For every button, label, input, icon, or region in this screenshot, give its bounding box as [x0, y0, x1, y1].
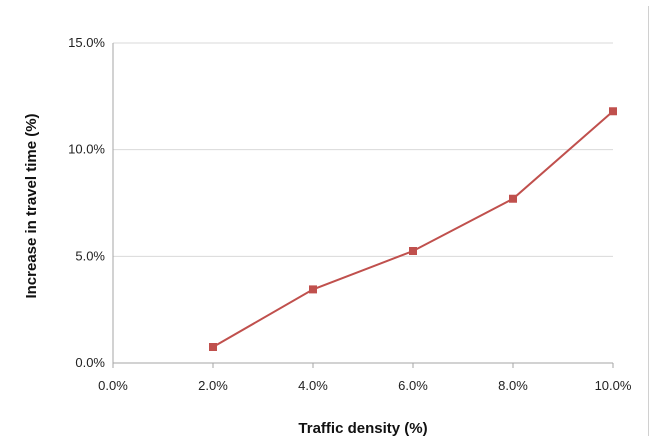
- data-point-marker: [509, 194, 517, 203]
- x-tick-label: 2.0%: [198, 378, 228, 393]
- x-tick-label: 10.0%: [595, 378, 632, 393]
- x-tick-label: 0.0%: [98, 378, 128, 393]
- x-tick-label: 8.0%: [498, 378, 528, 393]
- y-tick-label: 5.0%: [75, 248, 105, 263]
- data-point-marker: [209, 343, 217, 351]
- chart-border-right: [648, 6, 649, 436]
- data-point-marker: [409, 247, 417, 255]
- series: [209, 107, 617, 351]
- y-tick-label: 10.0%: [68, 142, 105, 157]
- x-axis-title: Traffic density (%): [298, 420, 427, 437]
- x-tick-label: 4.0%: [298, 378, 328, 393]
- gridlines: [113, 42, 613, 257]
- x-tick-label: 6.0%: [398, 378, 428, 393]
- data-point-marker: [309, 285, 317, 294]
- series-line: [212, 110, 614, 348]
- y-axis-title: Increase in travel time (%): [23, 113, 40, 298]
- data-point-marker: [609, 107, 617, 116]
- y-tick-label: 15.0%: [68, 35, 105, 50]
- tick-labels: 0.0% 5.0% 10.0% 15.0% 0.0% 2.0% 4.0% 6.0% 8.0% 10…: [68, 35, 632, 393]
- y-tick-label: 0.0%: [75, 355, 105, 370]
- axes: [112, 43, 614, 368]
